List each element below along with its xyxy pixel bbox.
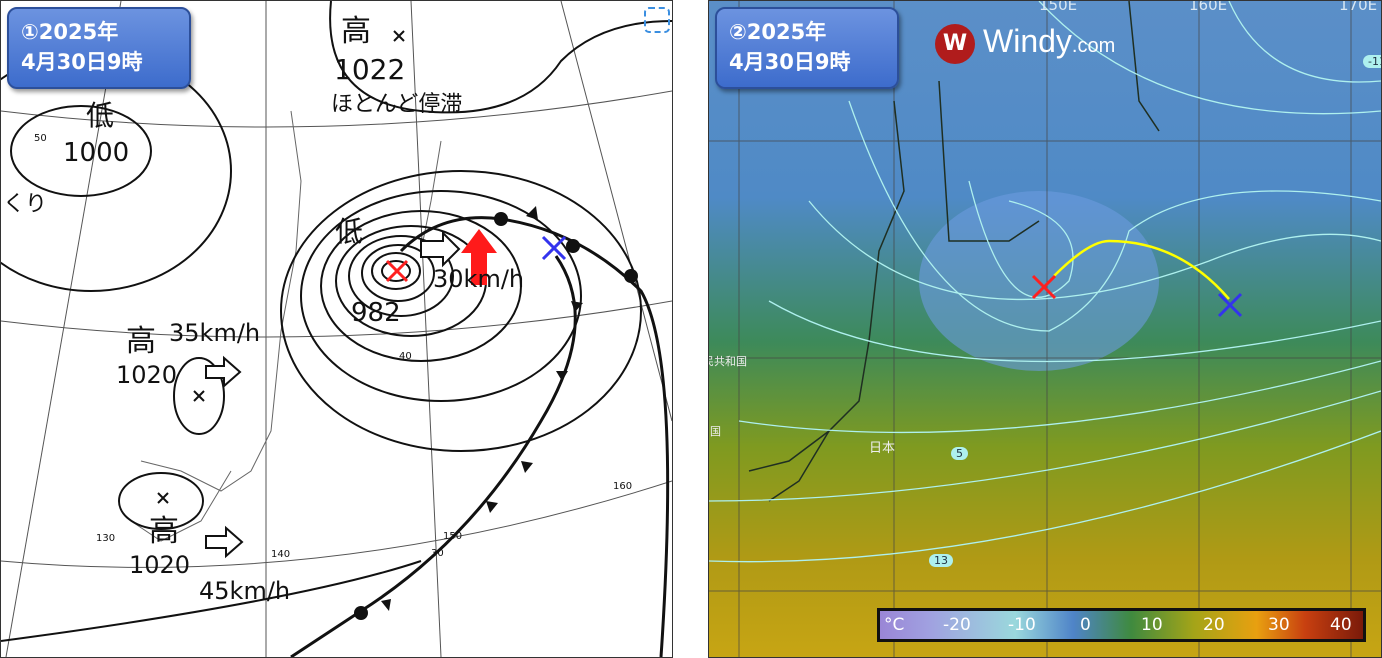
movement-arrows <box>205 230 461 559</box>
pressure-label: 982 <box>351 298 401 328</box>
weather-map-drawing: 高 1022 ほとんど停滞 低 1000 くり 低 982 30km/h 高 3… <box>1 1 672 657</box>
legend-tick: 20 <box>1203 615 1225 635</box>
badge-date: 4月30日9時 <box>21 50 143 74</box>
place-label-japan: 日本 <box>869 441 896 456</box>
badge-date: 4月30日9時 <box>729 50 851 74</box>
pressure-label: 1022 <box>334 53 405 86</box>
note-label: ほとんど停滞 <box>331 92 462 117</box>
storm-track-line <box>1053 239 1230 300</box>
arrow-right-icon <box>205 525 244 559</box>
pressure-label: 1020 <box>116 361 177 389</box>
windy-logo[interactable]: W Windy.com <box>935 23 1115 64</box>
legend-tick: 40 <box>1330 615 1352 635</box>
lon-label: 170E <box>1339 0 1378 14</box>
speed-label: 35km/h <box>169 319 260 347</box>
lon-label: 150E <box>1039 0 1078 14</box>
lens-icon[interactable] <box>644 7 670 33</box>
legend-tick: -20 <box>943 615 971 635</box>
windy-logo-icon: W <box>935 23 975 64</box>
low-label: 低 <box>86 99 114 132</box>
temperature-map-drawing <box>709 1 1381 657</box>
blue-x-marker <box>541 235 567 261</box>
pressure-label: 1000 <box>63 138 129 168</box>
isobars <box>1 1 672 642</box>
grid-label: 50 <box>34 133 47 144</box>
brand-suffix: .com <box>1071 35 1116 57</box>
place-label: 民共和国 <box>709 355 747 368</box>
date-badge: ①2025年 4月30日9時 <box>7 7 191 89</box>
red-arrow-up-icon <box>461 229 497 285</box>
brand-name: Windy <box>983 23 1072 59</box>
pressure-label: 1020 <box>129 551 190 579</box>
front-symbols <box>354 206 638 620</box>
windy-temperature-map: 150E 160E 170E -11 5 13 日本 民共和国 国 W Wind… <box>708 0 1382 658</box>
speed-label: 30km/h <box>433 265 524 293</box>
place-label: 国 <box>710 425 721 438</box>
lon-label: 160E <box>1189 0 1228 14</box>
coastlines <box>748 1 1160 502</box>
contour-label: 5 <box>951 447 968 460</box>
lat-lon-grid <box>709 1 1381 657</box>
high-label: 高 <box>341 14 371 49</box>
arrow-right-icon <box>420 230 461 268</box>
surface-weather-map: 高 1022 ほとんど停滞 低 1000 くり 低 982 30km/h 高 3… <box>0 0 673 658</box>
arrow-right-icon <box>205 355 242 389</box>
legend-tick: 0 <box>1080 615 1091 635</box>
legend-tick: 10 <box>1141 615 1163 635</box>
contour-label: 13 <box>929 554 953 567</box>
isotherms <box>709 1 1381 563</box>
grid-labels: 50 40 30 130 140 150 160 <box>34 133 632 560</box>
grid-label: 130 <box>96 533 115 544</box>
contour-label: -11 <box>1363 55 1381 68</box>
grid-label: 40 <box>399 351 412 362</box>
note-label: くり <box>3 192 47 217</box>
badge-year: ①2025年 <box>21 20 119 44</box>
legend-tick: -10 <box>1008 615 1036 635</box>
temperature-legend[interactable]: °C -20 -10 0 10 20 30 40 <box>877 608 1366 642</box>
grid-label: 150 <box>443 531 462 542</box>
high-label: 高 <box>126 324 156 359</box>
high-label: 高 <box>149 514 179 549</box>
badge-year: ②2025年 <box>729 20 827 44</box>
grid-label: 30 <box>431 548 444 559</box>
center-x-markers <box>157 30 405 504</box>
legend-unit: °C <box>884 615 905 635</box>
red-x-marker <box>1031 274 1057 300</box>
red-x-marker <box>385 259 409 283</box>
legend-tick: 30 <box>1268 615 1290 635</box>
date-badge: ②2025年 4月30日9時 <box>715 7 899 89</box>
blue-x-marker <box>1217 292 1243 318</box>
low-label: 低 <box>335 215 363 248</box>
grid-label: 160 <box>613 481 632 492</box>
grid-label: 140 <box>271 549 290 560</box>
speed-label: 45km/h <box>199 577 290 605</box>
